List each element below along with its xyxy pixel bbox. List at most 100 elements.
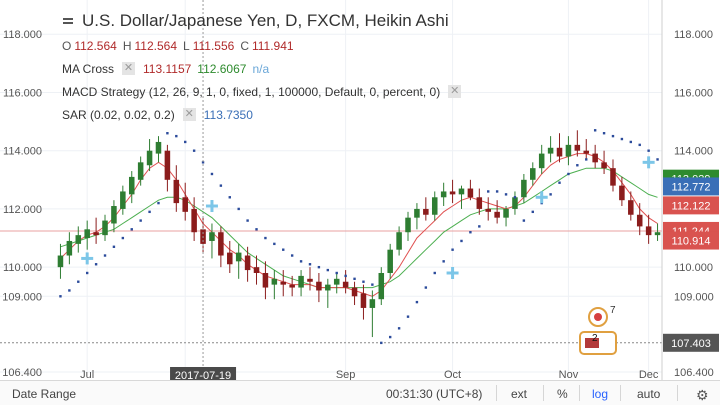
remove-sar-icon[interactable]: ✕ [182,108,196,121]
ma-value-2: 112.6067 [197,61,247,76]
event-badges[interactable]: 72 [579,305,617,355]
sar-dot [308,263,312,266]
price-axis-label: 109.000 [674,291,714,303]
candle-body [423,208,429,215]
candle-body [512,197,518,209]
sar-dot [638,143,641,147]
remove-ma-icon[interactable]: ✕ [122,62,136,75]
candle-body [485,208,491,212]
x-tick-label: Oct [444,369,461,381]
sar-dot [549,193,552,196]
candle-body [333,278,340,285]
open-label: O [62,38,72,53]
candle-body [405,217,411,233]
low-label: L [183,38,190,53]
sar-dot [273,242,276,246]
gear-icon[interactable]: ⚙ [696,387,709,403]
auto-toggle[interactable]: auto [637,387,661,401]
candle-body [351,287,358,297]
axes: 106.400 106.400 109.000 109.000 110.000 110.0… [2,0,714,383]
sar-dot [522,219,526,222]
macd-row[interactable]: MACD Strategy (12, 26, 9, 1, 0, fixed, 1… [62,80,469,103]
candle-body [164,150,171,180]
ext-toggle[interactable]: ext [511,387,528,401]
macd-name: MACD Strategy (12, 26, 9, 1, 0, fixed, 1… [62,84,441,99]
close-value: 111.941 [251,38,294,53]
sar-dot [112,245,116,248]
sar-dot [629,140,633,144]
candle-body [289,284,295,288]
date-range-button[interactable]: Date Range [12,387,77,401]
candle-body [610,168,616,186]
sar-row[interactable]: SAR (0.02, 0.02, 0.2) ✕ 113.7350 [62,103,469,126]
high-value: 112.564 [134,38,178,53]
log-toggle[interactable]: log [592,387,609,401]
candles-series [57,130,661,338]
sar-dot [567,172,570,176]
sar-dot [406,315,410,318]
candle-body [440,191,447,198]
x-tick-label: Dec [639,369,659,381]
candle-body [396,232,402,250]
ma-cross-row[interactable]: MA Cross ✕ 113.1157 112.6067 n/a [62,57,469,80]
candle-body [414,208,420,218]
candle-body [120,191,126,209]
candle-body [619,185,625,201]
chart-grid [0,0,662,373]
candle-body [235,252,242,262]
candle-body [574,144,581,151]
divider [543,385,544,401]
sar-value: 113.7350 [203,107,253,122]
sar-dot [558,181,561,184]
flag-icon [594,313,602,321]
candle-body [645,226,652,236]
sar-dot [139,219,142,222]
sar-dot [184,140,187,144]
candle-body [102,220,108,236]
timezone-clock[interactable]: 00:31:30 (UTC+8) [386,387,483,401]
candle-body [93,232,99,236]
candle-body [182,197,188,212]
price-axis-label: 118.000 [674,29,713,41]
candle-body [253,267,260,273]
candle-body [636,214,643,227]
sar-dot [433,271,436,275]
candle-body [654,232,661,236]
candle-body [307,278,313,282]
bottom-toolbar: Date Range 00:31:30 (UTC+8) ext % log au… [0,380,720,405]
sar-dot [478,225,481,228]
remove-macd-icon[interactable]: ✕ [448,85,462,98]
price-axis-label: 110.000 [674,262,713,274]
x-tick-label: Nov [559,369,579,381]
ma-value-1: 113.1157 [143,61,192,76]
y-tick-label: 116.000 [3,87,42,99]
sar-dot [246,219,249,222]
candle-body [111,206,117,224]
candle-body [538,153,545,169]
ma-slow-series [60,167,658,289]
ma-slow-line [60,167,658,289]
collapse-icon[interactable] [62,15,74,27]
divider [620,385,621,401]
event-count-2: 2 [592,333,598,344]
sar-dot [424,286,428,289]
candle-body [547,147,554,154]
sar-dot [264,236,267,240]
ma-cross-markers [81,156,655,279]
sar-dot [148,210,151,214]
candle-body [137,162,144,180]
sar-dot [282,248,285,251]
sar-dot [380,341,383,345]
price-tag [663,196,719,215]
sar-dot [130,228,133,231]
candle-body [530,168,536,180]
sar-dot [68,289,71,292]
crosshair-date-label: 2017-07-19 [175,370,231,382]
candle-body [494,211,500,218]
sar-name: SAR (0.02, 0.02, 0.2) [62,107,175,122]
candle-body [503,208,509,218]
sar-dot [103,254,107,257]
percent-toggle[interactable]: % [557,387,568,401]
sar-dot [255,228,258,231]
